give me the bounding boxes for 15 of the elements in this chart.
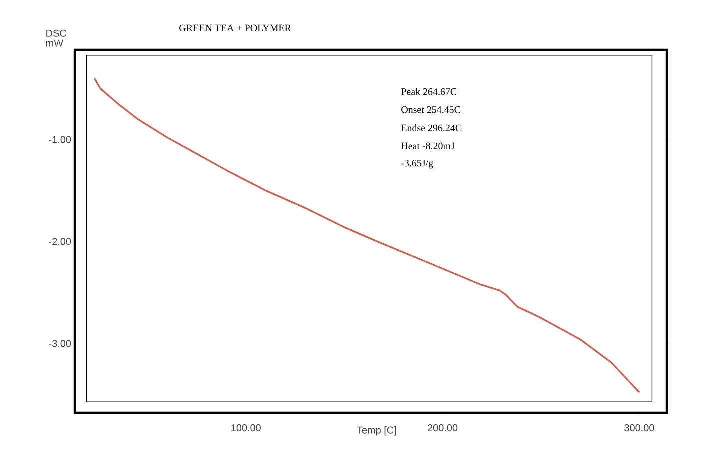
y-tick-label: -1.00 xyxy=(49,136,72,144)
y-axis-title: DSC mW xyxy=(46,30,66,47)
x-tick-label: 100.00 xyxy=(232,424,261,432)
y-tick-label: -2.00 xyxy=(49,238,72,246)
annotation: Onset 254.45C xyxy=(402,106,460,114)
y-tick-label: -3.00 xyxy=(49,340,72,348)
line-series xyxy=(94,78,640,394)
x-tick-label: 300.00 xyxy=(624,424,654,432)
annotation: Heat -8.20mJ xyxy=(401,142,455,150)
annotation: Endse 296.24C xyxy=(401,124,462,132)
x-tick-label: 200.00 xyxy=(428,424,458,432)
x-axis-title: Temp [C] xyxy=(357,426,396,436)
annotation: Peak 264.67C xyxy=(401,88,457,96)
chart-title: GREEN TEA + POLYMER xyxy=(180,24,292,32)
annotation: -3.65J/g xyxy=(402,160,434,169)
